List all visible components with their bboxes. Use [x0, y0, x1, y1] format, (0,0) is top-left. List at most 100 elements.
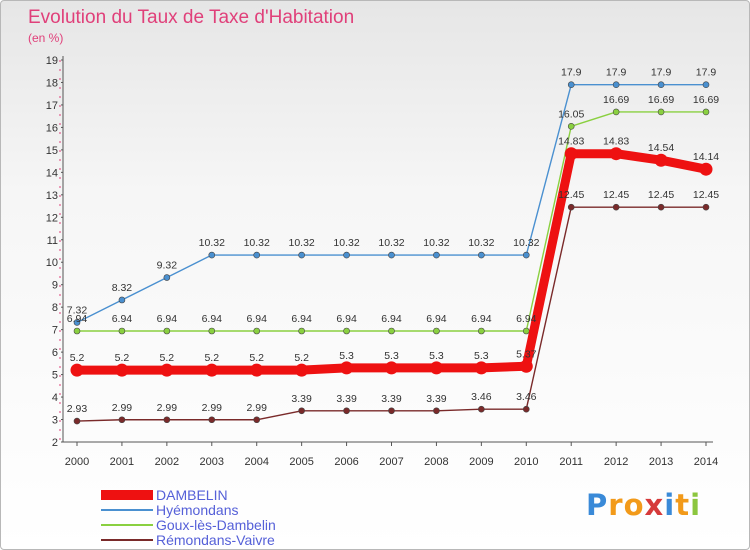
data-label: 16.69 — [648, 94, 674, 106]
data-point — [73, 327, 81, 335]
logo-letter: x — [644, 488, 665, 522]
data-label: 10.32 — [423, 237, 449, 249]
data-point — [612, 108, 620, 116]
legend-swatch-remondans-vaivre — [101, 538, 153, 541]
x-tick-label: 2014 — [694, 456, 718, 468]
data-point — [702, 203, 710, 211]
y-tick-label: 17 — [46, 100, 58, 112]
data-label: 10.32 — [199, 237, 225, 249]
data-point — [295, 363, 309, 377]
data-point — [163, 274, 171, 281]
data-point — [208, 251, 216, 259]
data-label: 12.45 — [603, 189, 629, 201]
logo-letter: o — [623, 488, 645, 522]
data-label: 5.37 — [516, 348, 537, 360]
y-tick-label: 2 — [52, 437, 58, 449]
data-point — [564, 147, 578, 161]
x-tick-label: 2013 — [649, 456, 673, 468]
legend-item-goux-les-dambelin: Goux-lès-Dambelin — [101, 517, 276, 533]
y-tick-label: 18 — [46, 77, 58, 89]
data-point — [567, 122, 575, 130]
legend-item-dambelin: DAMBELIN — [101, 487, 228, 503]
data-point — [522, 327, 530, 335]
data-point — [433, 407, 440, 415]
data-label: 10.32 — [333, 237, 359, 249]
y-tick-label: 14 — [46, 167, 58, 179]
series-line-1 — [76, 84, 707, 324]
data-label: 2.99 — [246, 402, 267, 414]
x-tick-label: 2000 — [65, 456, 89, 468]
data-point — [429, 361, 443, 375]
data-label: 2.93 — [67, 403, 88, 415]
data-label: 5.2 — [294, 352, 309, 364]
data-label: 6.94 — [516, 313, 537, 325]
data-point — [298, 327, 305, 335]
x-tick-label: 2004 — [244, 456, 268, 468]
data-label: 17.9 — [696, 67, 717, 79]
data-point — [253, 327, 261, 335]
data-label: 3.39 — [381, 393, 402, 405]
logo-letter: i — [690, 488, 702, 522]
data-label: 5.3 — [384, 350, 399, 362]
data-point — [298, 407, 305, 415]
data-point — [385, 361, 398, 375]
legend-swatch-goux-les-dambelin — [101, 523, 153, 526]
y-tick-label: 19 — [46, 55, 58, 67]
data-label: 3.46 — [516, 391, 537, 403]
data-point — [654, 153, 668, 167]
data-point — [388, 407, 395, 415]
legend-swatch-hyemondans — [101, 508, 153, 511]
data-label: 12.45 — [558, 189, 584, 201]
data-label: 14.83 — [603, 136, 629, 148]
data-point — [699, 162, 713, 176]
data-point — [208, 327, 216, 335]
data-point — [522, 405, 530, 413]
data-label: 10.32 — [378, 237, 404, 249]
data-label: 6.94 — [246, 313, 267, 325]
data-point — [253, 251, 261, 259]
data-point — [118, 416, 126, 424]
data-label: 16.69 — [603, 94, 629, 106]
x-tick-label: 2011 — [559, 456, 583, 468]
data-point — [70, 363, 84, 377]
x-tick-label: 2007 — [379, 456, 403, 468]
chart-unit-subtitle: (en %) — [28, 31, 64, 45]
data-point — [115, 363, 129, 377]
data-label: 3.39 — [291, 393, 312, 405]
data-point — [118, 296, 126, 304]
data-label: 10.32 — [244, 237, 270, 249]
y-tick-label: 15 — [46, 145, 58, 157]
y-tick-label: 8 — [52, 302, 58, 314]
data-point — [73, 417, 81, 425]
data-point — [388, 327, 395, 335]
data-point — [298, 251, 305, 259]
data-label: 5.2 — [70, 352, 85, 364]
data-point — [567, 203, 575, 211]
data-label: 16.05 — [558, 108, 584, 120]
data-label: 5.2 — [204, 352, 219, 364]
data-point — [567, 81, 575, 89]
data-label: 6.94 — [336, 313, 357, 325]
data-label: 6.94 — [381, 313, 402, 325]
data-point — [433, 251, 440, 259]
data-label: 10.32 — [468, 237, 494, 249]
data-label: 10.32 — [289, 237, 315, 249]
data-point — [118, 327, 126, 335]
data-point — [609, 147, 623, 161]
data-point — [612, 81, 620, 89]
data-label: 17.9 — [651, 67, 672, 79]
data-point — [478, 327, 485, 335]
y-tick-label: 10 — [46, 257, 58, 269]
y-tick-label: 9 — [52, 280, 58, 292]
data-label: 6.94 — [426, 313, 447, 325]
y-tick-label: 7 — [52, 325, 58, 337]
data-label: 5.3 — [429, 350, 444, 362]
data-point — [343, 327, 350, 335]
data-label: 12.45 — [693, 189, 719, 201]
data-label: 5.3 — [339, 350, 354, 362]
y-tick-label: 4 — [52, 392, 58, 404]
data-label: 6.94 — [202, 313, 223, 325]
x-tick-label: 2001 — [110, 456, 134, 468]
legend-swatch-dambelin — [101, 489, 153, 500]
